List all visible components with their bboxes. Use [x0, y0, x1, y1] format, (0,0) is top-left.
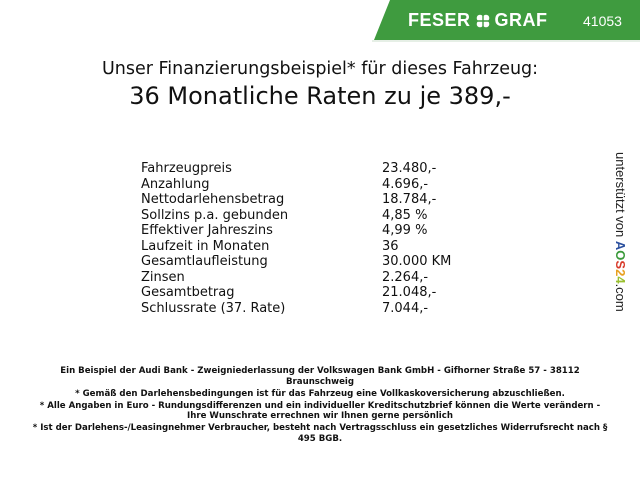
footer-rounding-note: * Alle Angaben in Euro - Rundungsdiffere…	[39, 400, 601, 422]
legal-footer: Ein Beispiel der Audi Bank - Zweignieder…	[30, 366, 610, 446]
row-value: 4,99 %	[382, 223, 428, 238]
table-row: Gesamtlaufleistung 30.000 KM	[141, 254, 481, 270]
row-label: Anzahlung	[141, 176, 210, 192]
monthly-rate-headline: 36 Monatliche Raten zu je 389,-	[129, 82, 511, 110]
table-row: Fahrzeugpreis 23.480,-	[141, 161, 481, 177]
logo-text-feser: FESER	[408, 10, 471, 30]
feser-graf-logo: FESER GRAF	[408, 10, 548, 31]
row-value: 30.000 KM	[382, 254, 452, 269]
footer-insurance-note: * Gemäß den Darlehensbedingungen ist für…	[75, 388, 565, 399]
row-label: Zinsen	[141, 269, 185, 285]
banner-divider	[372, 40, 640, 42]
row-value: 18.784,-	[382, 192, 437, 207]
row-value: 7.044,-	[382, 300, 429, 316]
header-banner	[374, 0, 640, 40]
aos24-logo: AOS24	[613, 241, 628, 284]
table-row: Effektiver Jahreszins 4,99 %	[141, 223, 481, 239]
row-value: 36	[382, 238, 399, 254]
row-label: Effektiver Jahreszins	[141, 223, 273, 238]
supported-by-text: unterstützt von	[613, 152, 628, 238]
supported-by-aos24: unterstützt von AOS24.com	[613, 152, 628, 312]
aos24-letter: S	[613, 260, 628, 270]
table-row: Zinsen 2.264,-	[141, 270, 481, 286]
row-label: Sollzins p.a. gebunden	[141, 207, 289, 223]
row-label: Gesamtbetrag	[141, 285, 235, 300]
aos24-letter: 4	[613, 276, 628, 284]
row-value: 2.264,-	[382, 269, 429, 285]
financing-table: Fahrzeugpreis 23.480,- Anzahlung 4.696,- Net…	[141, 161, 481, 316]
row-value: 4.696,-	[382, 176, 429, 192]
logo-text-graf: GRAF	[494, 10, 548, 30]
table-row: Gesamtbetrag 21.048,-	[141, 285, 481, 301]
table-row: Sollzins p.a. gebunden 4,85 %	[141, 208, 481, 224]
row-label: Fahrzeugpreis	[141, 161, 232, 176]
dealer-number: 41053	[583, 13, 622, 29]
table-row: Laufzeit in Monaten 36	[141, 239, 481, 255]
row-value: 21.048,-	[382, 285, 437, 300]
aos24-letter: O	[613, 250, 628, 261]
table-row: Nettodarlehensbetrag 18.784,-	[141, 192, 481, 208]
aos24-letter: A	[613, 240, 628, 251]
footer-withdrawal-note: * Ist der Darlehens-/Leasingnehmer Verbr…	[32, 423, 608, 444]
row-label: Laufzeit in Monaten	[141, 238, 270, 254]
footer-bank-info: Ein Beispiel der Audi Bank - Zweignieder…	[60, 366, 580, 387]
table-row: Schlussrate (37. Rate) 7.044,-	[141, 301, 481, 317]
row-label: Gesamtlaufleistung	[141, 254, 268, 269]
financing-title: Unser Finanzierungsbeispiel* für dieses …	[101, 59, 539, 79]
table-row: Anzahlung 4.696,-	[141, 177, 481, 193]
aos24-suffix: .com	[613, 283, 628, 312]
row-label: Schlussrate (37. Rate)	[141, 300, 286, 316]
clover-icon	[476, 14, 489, 27]
row-label: Nettodarlehensbetrag	[141, 192, 285, 207]
row-value: 4,85 %	[382, 207, 428, 223]
row-value: 23.480,-	[382, 161, 437, 176]
